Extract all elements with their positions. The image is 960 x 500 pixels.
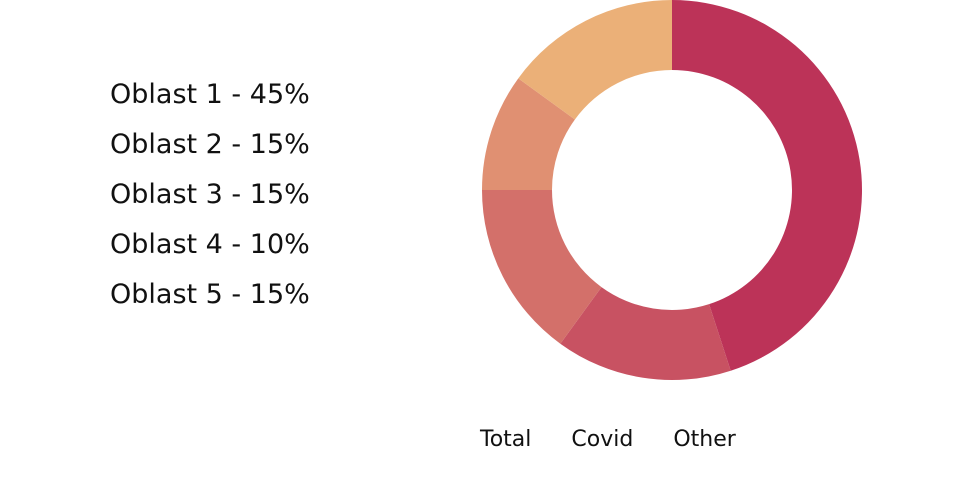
donut-chart <box>482 0 862 380</box>
legend-item-oblast-4: Oblast 4 - 10% <box>110 229 310 260</box>
donut-slice-oblast-2[interactable] <box>560 287 731 380</box>
chart-filter-tabs: Total Covid Other <box>480 422 736 458</box>
legend-item-oblast-5: Oblast 5 - 15% <box>110 279 310 310</box>
tab-total[interactable]: Total <box>480 422 531 458</box>
legend-item-oblast-2: Oblast 2 - 15% <box>110 129 310 160</box>
legend-item-oblast-1: Oblast 1 - 45% <box>110 79 310 110</box>
donut-slice-oblast-5[interactable] <box>518 0 672 120</box>
donut-slice-oblast-4[interactable] <box>482 78 575 190</box>
legend-item-oblast-3: Oblast 3 - 15% <box>110 179 310 210</box>
chart-legend: Oblast 1 - 45% Oblast 2 - 15% Oblast 3 -… <box>110 70 310 320</box>
donut-slice-oblast-3[interactable] <box>482 190 602 344</box>
donut-slice-oblast-1[interactable] <box>672 0 862 371</box>
tab-covid[interactable]: Covid <box>571 422 633 458</box>
tab-other[interactable]: Other <box>673 422 735 458</box>
